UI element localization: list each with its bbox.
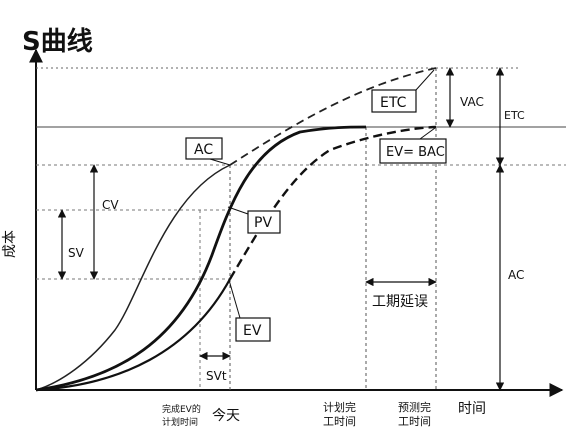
ev-forecast-curve — [228, 125, 437, 280]
pv-callout-label: PV — [254, 215, 272, 231]
etc-callout-box — [371, 89, 417, 113]
ac-callout-pointer — [209, 158, 231, 166]
ev-planned-time-label-2: 计划时间 — [162, 416, 198, 428]
today-label: 今天 — [212, 408, 240, 424]
ac-callout-box — [185, 137, 223, 160]
planned-finish-label-1: 计划完 — [323, 400, 356, 414]
pv-curve — [35, 125, 367, 392]
ac-right-label: AC — [508, 268, 524, 282]
vac-label: VAC — [460, 95, 484, 109]
etc-callout-pointer — [415, 69, 435, 91]
x-axis-label: 时间 — [458, 401, 486, 417]
etc-right-label: ETC — [504, 109, 525, 122]
ev-bac-callout-pointer — [419, 127, 436, 140]
planned-finish-label-2: 工时间 — [323, 415, 356, 428]
ev-curve — [35, 278, 231, 392]
ev-callout-label: EV — [243, 323, 262, 339]
ac-forecast-curve — [229, 67, 437, 166]
y-axis-label: 成本 — [2, 230, 18, 258]
ev-bac-callout-box — [379, 138, 447, 164]
forecast-finish-label-1: 预测完 — [398, 400, 431, 414]
ev-planned-time-label-1: 完成EV的 — [162, 403, 201, 415]
pv-callout-pointer — [227, 206, 249, 215]
ev-callout-box — [235, 317, 271, 342]
forecast-finish-label-2: 工时间 — [398, 415, 431, 428]
ac-curve — [35, 164, 231, 391]
pv-callout-box — [247, 210, 281, 234]
etc-callout-label: ETC — [380, 95, 407, 111]
ac-callout-label: AC — [194, 142, 213, 158]
ev-bac-callout-label: EV= BAC — [386, 145, 445, 160]
svt-label: SVt — [206, 369, 227, 383]
ev-callout-pointer — [228, 279, 241, 319]
delay-label: 工期延误 — [372, 294, 428, 310]
diagram-title: S曲线 — [22, 27, 93, 57]
sv-label: SV — [68, 246, 85, 260]
cv-label: CV — [102, 198, 119, 212]
